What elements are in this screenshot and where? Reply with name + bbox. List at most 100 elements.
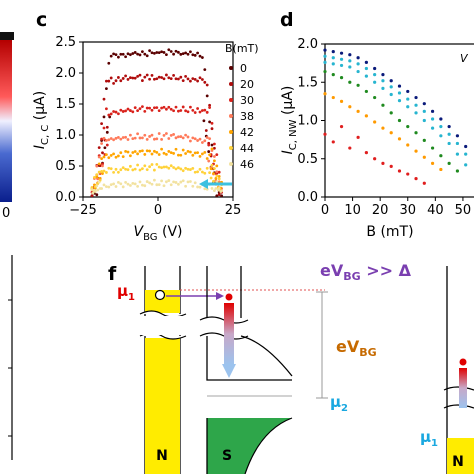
panel-c-point [129,154,132,158]
panel-c-point [114,53,118,57]
panel-d-point [323,60,327,64]
panel-c-point [155,183,159,187]
panel-c-point [165,132,168,135]
panel-d-point [397,84,402,88]
panel-c-chart: c −25 0 25 0.0 0.5 1.0 1.5 2.0 2.5 B(mT) 0 20 30 38 4… [32,9,259,243]
panel-c-point [101,164,104,168]
panel-c-xtick-label: −25 [69,203,96,218]
panel-c-point [114,167,118,171]
panel-c-point [138,180,142,184]
panel-c-point [112,52,115,56]
panel-c-point [210,187,214,190]
panel-c-point [119,137,123,141]
panel-c-point [172,73,176,77]
panel-c-point [124,74,127,78]
panel-c-point [101,151,104,155]
mu2-label: μ2 [330,393,348,414]
panel-c-point [124,167,127,171]
panel-c-point [117,181,120,184]
panel-c-point [189,150,192,154]
panel-c-point [131,76,135,80]
panel-d-point [455,141,460,146]
panel-c-point [167,150,171,153]
panel-c-point [208,106,212,109]
panel-c-point [217,193,221,196]
panel-c-point [196,107,200,110]
panel-c-point [196,139,200,142]
panel-c-point [193,137,197,141]
panel-c-point [174,49,178,53]
panel-c-point [174,181,178,184]
panel-d-point [331,140,335,144]
panel-c-point [189,180,192,183]
panel-d-point [406,105,410,109]
panel-c-point [136,109,140,113]
panel-c-point [167,179,171,182]
panel-c-point [141,167,144,171]
panel-c-point [98,176,102,180]
panel-c-legend-marker [229,114,233,118]
panel-d-point [406,125,410,129]
panel-c-point [93,175,96,179]
panel-c-point [143,164,147,168]
panel-d-point [389,131,393,135]
panel-c-point [107,156,111,160]
panel-d-point [447,141,451,146]
panel-d-point [447,161,451,165]
panel-d-point [464,163,468,167]
panel-c-point [150,51,154,55]
panel-c-point [117,154,120,158]
panel-c-point [129,184,132,187]
panel-c-point [148,149,152,153]
panel-c-point [102,97,106,101]
panel-c-point [114,185,118,188]
panel-c-point [121,136,125,139]
panel-c-point [107,185,111,189]
panel-c-legend: B(mT) 0 20 30 38 42 44 46 [225,42,259,171]
panel-c-point [103,146,107,150]
panel-c-point [217,170,221,174]
panel-c-point [97,146,101,150]
panel-d-point [373,80,377,84]
panel-c-point [109,183,113,186]
panel-c-point [150,182,154,186]
panel-c-point [186,77,190,81]
panel-c-arrow [199,179,232,189]
panel-d-point [339,99,344,103]
panel-c-point [112,152,115,156]
panel-c-point [112,170,115,174]
tunnel-arrowhead [216,292,224,300]
panel-d-point [364,114,368,118]
panel-c-point [97,162,101,166]
panel-c-point [160,137,164,141]
panel-c-point [136,52,140,56]
panel-c-point [133,150,137,153]
panel-d-point [414,131,418,135]
panel-c-point [121,166,125,170]
panel-c-point [181,52,185,56]
panel-d-point [381,73,385,77]
panel-c-point [150,108,154,112]
panel-c-point [102,136,106,140]
panel-c-point [119,52,123,56]
panel-c-point [162,134,166,137]
panel-c-point [198,137,202,141]
panel-c-axes-frame [82,41,234,198]
panel-d-point [389,111,393,115]
panel-c-point [215,164,219,168]
panel-d-point [455,152,460,156]
panel-d-point [323,48,327,52]
s-label: S [222,448,232,464]
panel-c-ytick-label: 1.0 [55,128,76,143]
panel-c-point [148,77,152,81]
panel-c-point [213,159,216,163]
panel-d-point [356,62,360,66]
panel-d-point [406,143,410,147]
panel-c-point [177,109,180,113]
panel-c-point [201,109,204,112]
panel-c-point [162,151,166,155]
panel-c-point [109,112,113,116]
panel-c-point [148,135,152,138]
panel-c-point [129,133,132,137]
left-axis-tick: 0 [2,206,10,221]
